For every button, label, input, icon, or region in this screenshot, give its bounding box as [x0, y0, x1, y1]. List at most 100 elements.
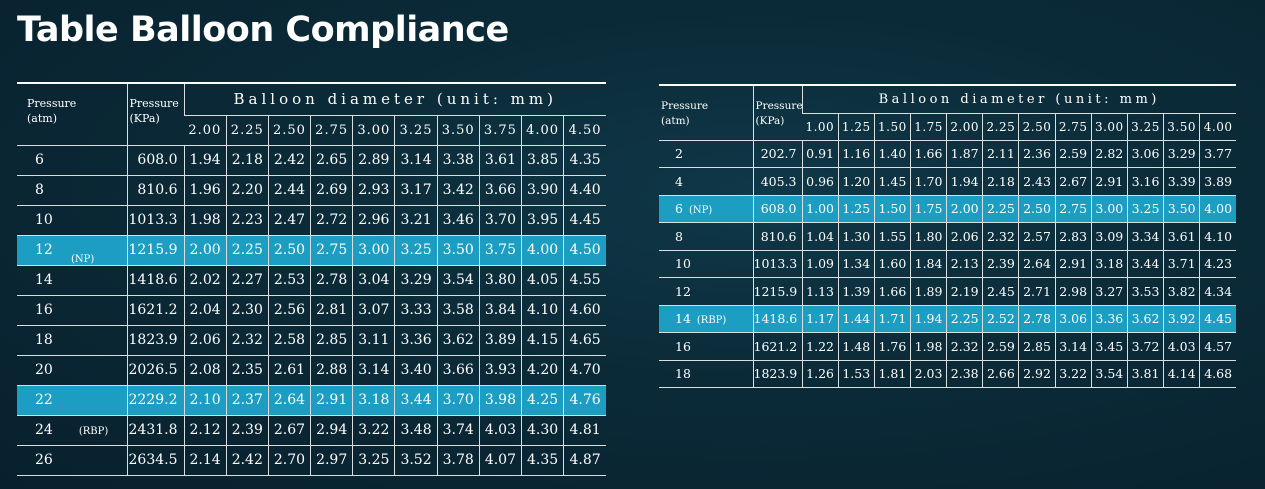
diameter-value-cell: 2.69	[310, 174, 353, 205]
diameter-value-cell: 3.00	[1090, 194, 1128, 223]
diameter-value-cell: 3.89	[478, 324, 522, 355]
diameter-value-cell: 2.75	[310, 234, 353, 265]
diameter-value-cell: 2.78	[310, 264, 353, 295]
pressure-atm-cell: 16	[17, 294, 127, 325]
diameter-cell: 1.25	[837, 112, 875, 140]
diameter-value-cell: 3.34	[1126, 222, 1164, 250]
pressure-atm-cell: 8	[659, 222, 753, 250]
diameter-value-cell: 3.82	[1163, 277, 1200, 305]
diameter-value-cell: 1.25	[837, 194, 875, 223]
diameter-value-cell: 1.66	[909, 139, 947, 168]
diameter-value-cell: 2.85	[310, 324, 353, 355]
diameter-value-cell: 4.05	[520, 264, 564, 295]
diameter-value-cell: 3.00	[352, 234, 395, 265]
diameter-cell: 3.50	[1163, 112, 1200, 140]
diameter-value-cell: 4.23	[1199, 249, 1236, 278]
pressure-kpa-cell: 810.6	[752, 222, 802, 250]
pressure-atm-cell: 12	[659, 277, 753, 305]
diameter-value-cell: 4.76	[563, 384, 606, 415]
diameter-value-cell: 3.22	[1054, 359, 1092, 388]
diameter-value-cell: 3.25	[352, 444, 395, 476]
diameter-value-cell: 1.70	[909, 167, 947, 195]
pressure-atm-cell: 14 (RBP)	[659, 304, 753, 333]
table-row: 16 1621.2 2.04 2.30 2.56 2.81 3.07 3.33 3.58 3.84…	[17, 294, 606, 325]
diameter-value-cell: 4.30	[520, 414, 564, 445]
diameter-value-cell: 4.35	[563, 144, 606, 175]
diameter-value-cell: 3.81	[1126, 359, 1164, 388]
diameter-value-cell: 2.92	[1018, 359, 1056, 388]
diameter-value-cell: 3.22	[352, 414, 395, 445]
diameter-value-cell: 3.14	[394, 144, 438, 175]
diameter-cell: 1.00	[802, 112, 839, 140]
pressure-atm-cell: 10	[17, 204, 127, 235]
diameter-value-cell: 3.61	[1163, 222, 1200, 250]
diameter-value-cell: 1.20	[837, 167, 875, 195]
diameter-value-cell: 4.81	[563, 414, 606, 445]
diameter-cell: 2.50	[1018, 112, 1056, 140]
pressure-atm-cell: 18	[659, 359, 753, 388]
header-text: Pressure	[755, 100, 803, 112]
compliance-table-left: Pressure (atm) Pressure (KPa) Balloon diamet…	[17, 82, 606, 476]
diameter-value-cell: 2.10	[183, 384, 227, 415]
diameter-value-cell: 1.80	[909, 222, 947, 250]
table-row: 6 608.0 1.94 2.18 2.42 2.65 2.89 3.14 3.38 3.61 3.…	[17, 144, 606, 175]
diameter-value-cell: 3.71	[1163, 249, 1200, 278]
pressure-tag: (RBP)	[696, 315, 727, 327]
atm-value: 22	[35, 392, 53, 408]
diameter-value-cell: 1.45	[873, 167, 911, 195]
table-row: 10 1013.3 1.09 1.34 1.60 1.84 2.13 2.39 2.64 2.91…	[659, 249, 1236, 278]
diameter-value-cell: 2.04	[183, 294, 227, 325]
atm-value: 2	[675, 146, 683, 162]
diameter-value-cell: 4.00	[1199, 194, 1236, 223]
diameter-row: 1.00 1.25 1.50 1.75 2.00 2.25 2.50 2.75 3.00 3.25…	[659, 112, 1236, 140]
diameter-value-cell: 1.76	[873, 332, 911, 360]
atm-value: 12	[675, 283, 691, 299]
table-row: 14 1418.6 2.02 2.27 2.53 2.78 3.04 3.29 3.54 3.80…	[17, 264, 606, 295]
table-row: 8 810.6 1.04 1.30 1.55 1.80 2.06 2.32 2.57 2.83 3.…	[659, 222, 1236, 250]
diameter-value-cell: 2.50	[267, 234, 311, 265]
diameter-value-cell: 3.74	[436, 414, 480, 445]
diameter-value-cell: 2.39	[982, 249, 1019, 278]
diameter-value-cell: 4.70	[563, 354, 606, 385]
diameter-value-cell: 2.25	[982, 194, 1019, 223]
diameter-value-cell: 1.26	[801, 359, 839, 388]
diameter-value-cell: 2.37	[225, 384, 269, 415]
header-text: (atm)	[661, 115, 690, 127]
diameter-value-cell: 2.19	[946, 277, 983, 305]
diameter-value-cell: 4.60	[563, 294, 606, 325]
diameter-value-cell: 2.94	[310, 414, 353, 445]
diameter-value-cell: 3.50	[1163, 194, 1200, 223]
diameter-value-cell: 1.04	[801, 222, 839, 250]
atm-value: 24	[35, 422, 53, 438]
pressure-kpa-cell: 1418.6	[126, 264, 184, 295]
pressure-atm-cell: 10	[659, 249, 753, 278]
diameter-value-cell: 3.78	[436, 444, 480, 476]
diameter-value-cell: 4.65	[563, 324, 606, 355]
diameter-value-cell: 2.98	[1054, 277, 1092, 305]
diameter-value-cell: 2.58	[267, 324, 311, 355]
diameter-value-cell: 2.93	[352, 174, 395, 205]
diameter-cell: 2.25	[225, 114, 269, 145]
diameter-value-cell: 1.39	[837, 277, 875, 305]
diameter-value-cell: 3.06	[1054, 304, 1092, 333]
pressure-kpa-cell: 1215.9	[126, 234, 184, 265]
pressure-atm-cell: 6 (NP)	[659, 194, 753, 223]
diameter-value-cell: 2.06	[946, 222, 983, 250]
diameter-value-cell: 4.40	[563, 174, 606, 205]
table-row: 2 202.7 0.91 1.16 1.40 1.66 1.87 2.11 2.36 2.59 2.…	[659, 139, 1236, 168]
header-text: Pressure	[129, 97, 179, 110]
diameter-value-cell: 3.33	[394, 294, 438, 325]
diameter-cell: 4.00	[520, 114, 564, 145]
diameter-value-cell: 3.53	[1126, 277, 1164, 305]
header-text: (KPa)	[129, 112, 160, 125]
diameter-value-cell: 3.70	[436, 384, 480, 415]
pressure-kpa-cell: 1013.3	[126, 204, 184, 235]
pressure-kpa-cell: 202.7	[752, 139, 802, 168]
atm-value: 8	[35, 182, 44, 198]
pressure-kpa-cell: 1823.9	[126, 324, 184, 355]
diameter-value-cell: 1.44	[837, 304, 875, 333]
diameter-value-cell: 3.90	[520, 174, 564, 205]
diameter-value-cell: 3.66	[436, 354, 480, 385]
diameter-value-cell: 2.32	[946, 332, 983, 360]
diameter-value-cell: 1.94	[909, 304, 947, 333]
